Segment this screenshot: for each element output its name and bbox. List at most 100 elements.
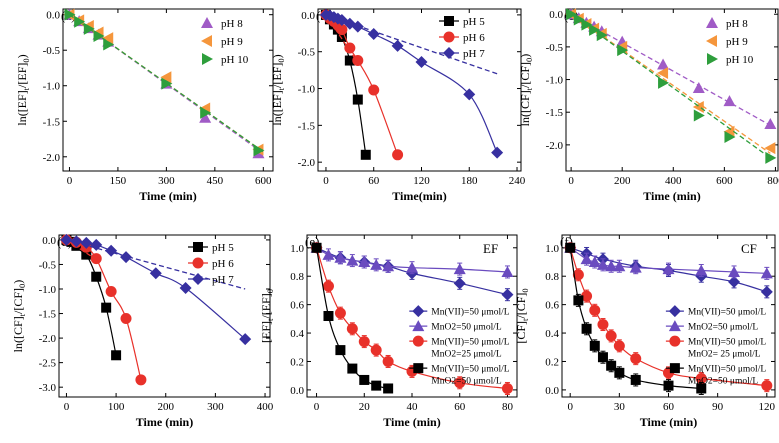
y-tick-label: -0.5	[298, 47, 316, 59]
fit-line	[66, 239, 97, 261]
plot-frame	[58, 234, 271, 398]
legend-entry: pH 5	[463, 16, 485, 28]
plot-frame	[565, 8, 779, 172]
data-point	[695, 264, 708, 276]
data-point	[135, 374, 147, 386]
series-1	[320, 9, 404, 161]
y-axis-label: ln([EF]t/[EF]0)	[270, 54, 286, 125]
x-tick-label: 100	[108, 401, 125, 413]
legend: pH 8 pH 9 pH 10	[201, 17, 249, 66]
series-3	[311, 242, 394, 394]
y-tick-label: 0.0	[46, 10, 60, 22]
data-point	[160, 71, 172, 84]
data-point	[382, 260, 395, 272]
legend-entry: pH 9	[221, 36, 243, 48]
data-point	[572, 269, 584, 281]
data-point	[453, 277, 466, 290]
x-tick-label: 400	[257, 401, 274, 413]
data-point	[80, 236, 93, 249]
series-3	[565, 242, 707, 395]
legend-entry: pH 5	[212, 242, 234, 254]
fit-line	[570, 13, 771, 126]
data-point	[239, 333, 252, 346]
legend-marker	[669, 363, 680, 374]
x-tick-label: 300	[158, 175, 175, 187]
legend: pH 5 pH 6 pH 7	[188, 242, 234, 286]
data-point	[352, 94, 363, 105]
legend-marker	[412, 305, 425, 318]
y-tick-label: 0.6	[545, 300, 559, 312]
data-point	[93, 30, 105, 42]
y-tick-label: 0.8	[290, 271, 304, 283]
x-tick-label: 80	[502, 401, 514, 413]
legend-entry: Mn(VII)=50 μmol/L	[688, 364, 766, 375]
y-tick-label: -1.0	[39, 284, 57, 296]
panel-e: 0 20 40 60 80 0.0 0.2 0.4 0.6 0.8 1.0 Time (min) [EF…	[259, 234, 518, 429]
x-tick-label: 600	[716, 175, 733, 187]
legend-entry-line2: MnO2=50 μmol/L	[431, 377, 502, 387]
y-tick-label: -2.0	[39, 333, 57, 345]
data-point	[370, 258, 383, 270]
data-point	[692, 100, 704, 113]
legend-entry: pH 7	[463, 48, 485, 60]
legend-entry-line2: MnO2= 25 μmol/L	[688, 350, 761, 360]
legend-marker	[706, 35, 717, 47]
legend-entry-line2: MnO2=50 μmol/L	[688, 377, 759, 387]
data-point	[630, 353, 642, 365]
x-tick-label: 120	[759, 401, 776, 413]
panel-f: 0 30 60 90 120 0.0 0.2 0.4 0.6 0.8 1.0 Time (min) [C…	[514, 234, 776, 429]
data-point	[760, 285, 773, 298]
legend-marker	[413, 363, 424, 374]
x-tick-label: 150	[110, 175, 127, 187]
data-point	[501, 265, 514, 277]
x-tick-label: 0	[567, 401, 573, 413]
data-point	[344, 55, 355, 66]
y-tick-label: -1.5	[546, 107, 564, 119]
data-point	[64, 8, 76, 21]
plot-frame	[62, 8, 274, 172]
x-tick-label: 20	[359, 401, 371, 413]
data-point	[382, 355, 394, 367]
data-point	[322, 248, 335, 260]
legend-entry: pH 10	[221, 54, 249, 66]
data-point	[311, 242, 322, 253]
y-tick-label: 0.8	[545, 271, 559, 283]
legend-marker	[668, 305, 681, 318]
data-point	[335, 345, 346, 356]
panel-b: 0 60 120 180 240 0.0 -0.5 -1.0 -1.5 -2.0 Time(min)…	[270, 8, 526, 203]
data-point	[573, 295, 584, 306]
y-tick-label: 0.2	[290, 356, 304, 368]
data-point	[728, 265, 741, 277]
y-tick-label: 0.4	[290, 328, 304, 340]
y-tick-label: -2.5	[39, 358, 57, 370]
panel-a: 0 150 300 450 600 0.0 -0.5 -1.0 -1.5 -2.0 Time (mi…	[15, 8, 274, 203]
data-point	[91, 271, 102, 282]
data-point	[199, 111, 212, 123]
data-point	[344, 42, 356, 54]
data-point	[613, 340, 625, 352]
legend-entry: pH 8	[726, 18, 748, 30]
legend-marker	[669, 335, 681, 347]
data-point	[253, 144, 265, 157]
panel-c: 0 200 400 600 800 0.0 -0.5 -1.0 -1.5 -2.0 Time (mi…	[518, 8, 779, 203]
data-point	[501, 288, 514, 301]
data-point	[367, 28, 380, 41]
data-point	[589, 23, 601, 36]
data-point	[149, 267, 162, 280]
data-point	[723, 95, 736, 107]
data-point	[383, 383, 394, 394]
data-point	[596, 29, 608, 42]
x-tick-label: 800	[767, 175, 779, 187]
legend-marker	[192, 273, 204, 285]
x-tick-label: 60	[454, 401, 466, 413]
x-tick-label: 0	[323, 175, 329, 187]
data-point	[120, 251, 133, 264]
data-point	[696, 383, 707, 394]
data-point	[336, 31, 347, 42]
data-point	[580, 253, 593, 265]
legend-marker	[193, 242, 203, 252]
x-tick-label: 300	[207, 401, 224, 413]
data-point	[323, 311, 334, 321]
data-point	[334, 251, 347, 263]
series-2	[564, 242, 773, 393]
